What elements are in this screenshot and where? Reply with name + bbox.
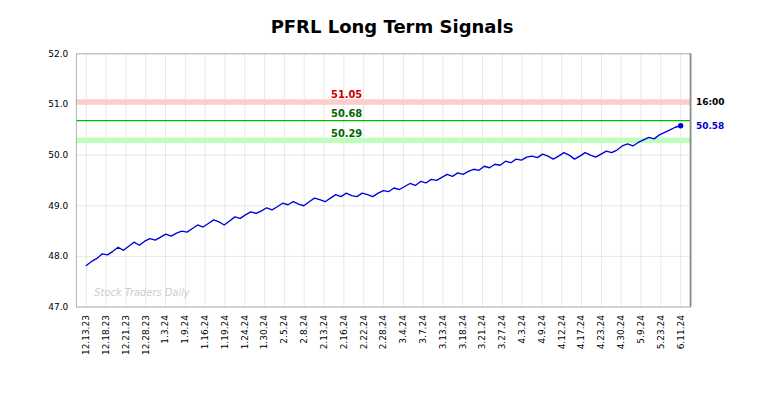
- svg-text:3.27.24: 3.27.24: [497, 315, 507, 350]
- svg-text:50.29: 50.29: [331, 128, 362, 139]
- svg-text:2.5.24: 2.5.24: [279, 315, 289, 344]
- svg-text:1.16.24: 1.16.24: [200, 315, 210, 350]
- svg-text:2.16.24: 2.16.24: [339, 315, 349, 350]
- svg-text:50.0: 50.0: [48, 150, 68, 160]
- svg-text:2.8.24: 2.8.24: [299, 315, 309, 344]
- svg-text:49.0: 49.0: [48, 201, 68, 211]
- svg-text:3.21.24: 3.21.24: [477, 315, 487, 350]
- svg-text:2.22.24: 2.22.24: [359, 315, 369, 350]
- svg-text:6.11.24: 6.11.24: [676, 315, 686, 350]
- svg-text:12.18.23: 12.18.23: [101, 315, 111, 355]
- svg-text:52.0: 52.0: [48, 49, 68, 59]
- svg-text:51.05: 51.05: [331, 89, 362, 100]
- svg-text:16:00: 16:00: [696, 97, 725, 107]
- svg-text:4.23.24: 4.23.24: [596, 315, 606, 350]
- svg-text:4.9.24: 4.9.24: [537, 315, 547, 344]
- svg-text:47.0: 47.0: [48, 302, 68, 312]
- html-text:PFRL Long Term Signals: PFRL Long Term Signals: [270, 16, 514, 37]
- svg-text:12.13.23: 12.13.23: [81, 315, 91, 355]
- svg-text:4.17.24: 4.17.24: [576, 315, 586, 350]
- svg-text:1.3.24: 1.3.24: [160, 315, 170, 344]
- svg-text:2.28.24: 2.28.24: [378, 315, 388, 350]
- svg-text:12.21.23: 12.21.23: [121, 315, 131, 355]
- svg-text:2.13.24: 2.13.24: [319, 315, 329, 350]
- svg-text:3.18.24: 3.18.24: [458, 315, 468, 350]
- svg-text:3.13.24: 3.13.24: [438, 315, 448, 350]
- svg-text:5.23.24: 5.23.24: [656, 315, 666, 350]
- svg-text:3.7.24: 3.7.24: [418, 315, 428, 344]
- svg-text:50.68: 50.68: [331, 108, 362, 119]
- svg-text:50.58: 50.58: [696, 121, 724, 131]
- svg-text:Stock Traders Daily: Stock Traders Daily: [94, 287, 190, 298]
- svg-text:5.9.24: 5.9.24: [636, 315, 646, 344]
- svg-text:1.30.24: 1.30.24: [259, 315, 269, 350]
- svg-text:3.4.24: 3.4.24: [398, 315, 408, 344]
- svg-text:4.30.24: 4.30.24: [616, 315, 626, 350]
- svg-text:1.9.24: 1.9.24: [180, 315, 190, 344]
- svg-text:48.0: 48.0: [48, 251, 68, 261]
- svg-text:12.28.23: 12.28.23: [141, 315, 151, 355]
- svg-text:1.24.24: 1.24.24: [240, 315, 250, 350]
- svg-text:1.19.24: 1.19.24: [220, 315, 230, 350]
- svg-text:4.12.24: 4.12.24: [557, 315, 567, 350]
- svg-text:4.3.24: 4.3.24: [517, 315, 527, 344]
- svg-text:51.0: 51.0: [48, 99, 68, 109]
